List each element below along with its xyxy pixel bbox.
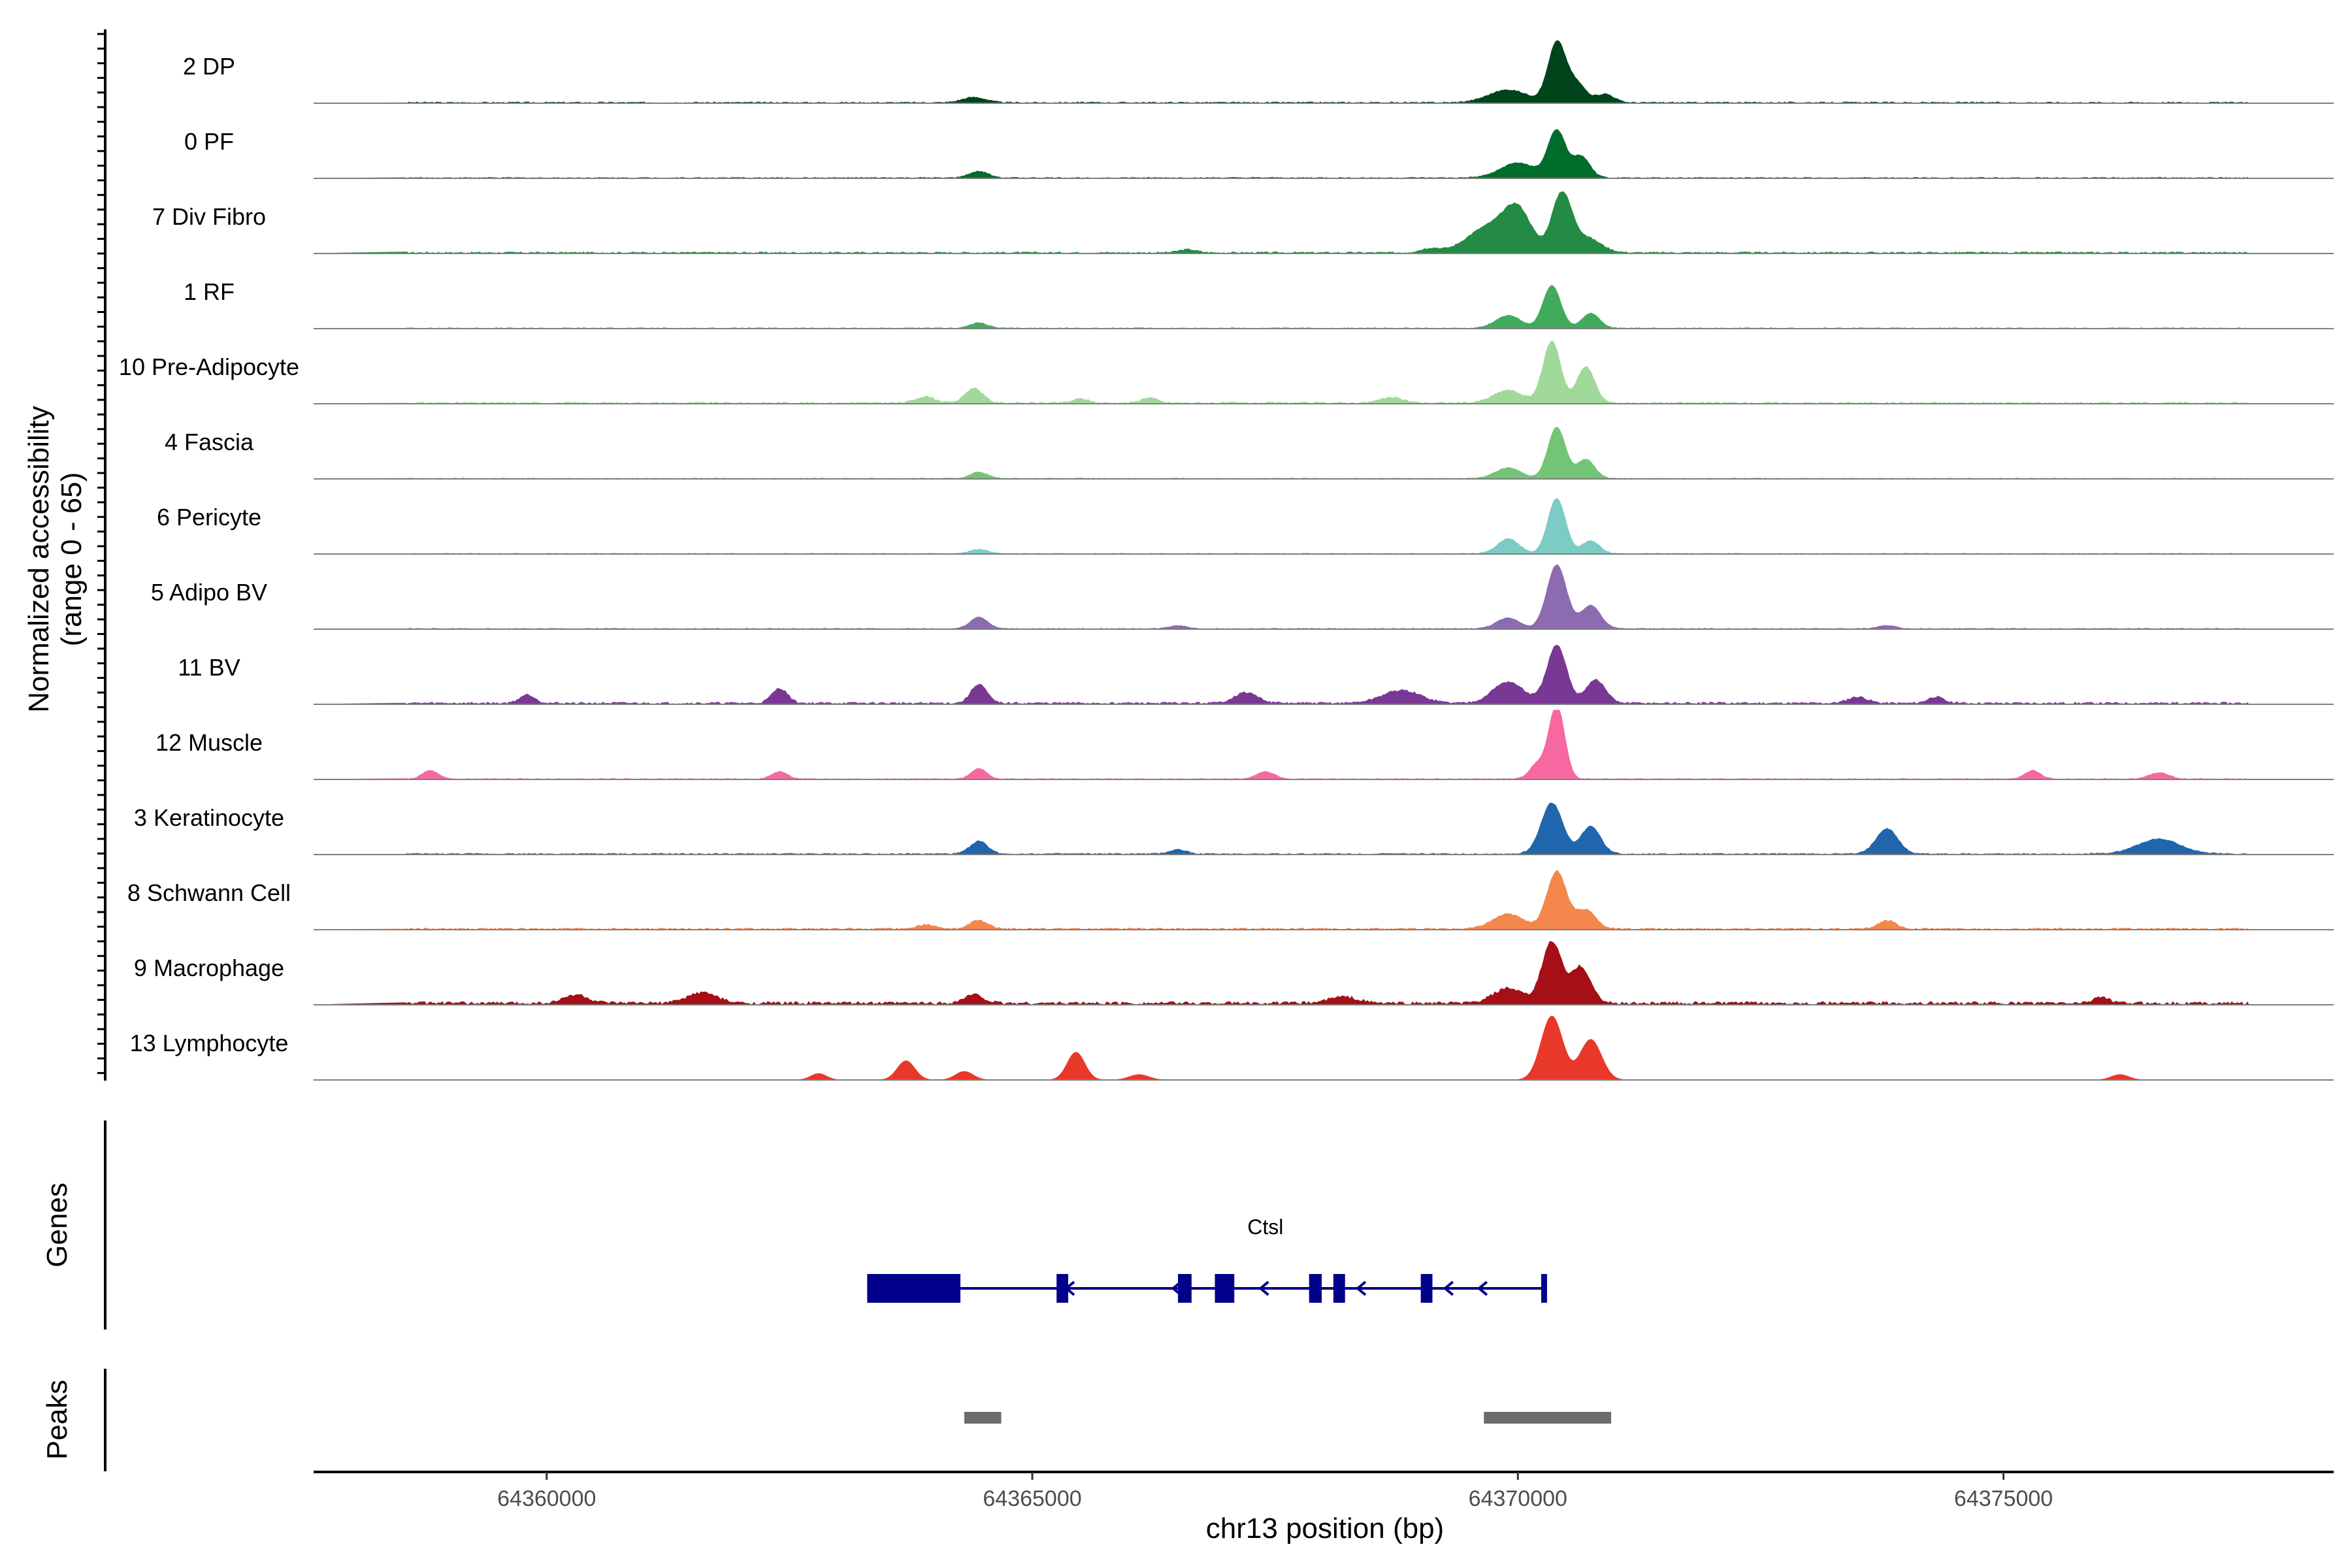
x-tick-label: 64370000: [1469, 1486, 1567, 1511]
y-axis-ticks: [97, 33, 105, 1074]
gene-exon: [867, 1274, 961, 1303]
strand-arrow: [1477, 1281, 1488, 1296]
x-tick-label: 64360000: [497, 1486, 596, 1511]
gene-exon: [1309, 1274, 1322, 1303]
track-0-pf: 0 PF: [184, 128, 2334, 179]
coverage-area: [313, 710, 2249, 780]
genes-panel-label: Genes: [41, 1183, 73, 1267]
coverage-area: [313, 802, 2249, 855]
track-6-pericyte: 6 Pericyte: [157, 498, 2334, 555]
track-label: 0 PF: [184, 128, 234, 155]
gene-exon: [1215, 1274, 1235, 1303]
x-axis-ticks: 64360000 64365000 64370000 64375000: [497, 1472, 2053, 1511]
coverage-area: [313, 564, 2249, 630]
track-12-muscle: 12 Muscle: [155, 710, 2334, 780]
track-10-pre-adipocyte: 10 Pre-Adipocyte: [119, 340, 2334, 404]
coverage-area: [314, 1015, 2249, 1081]
peak-region: [1484, 1412, 1612, 1424]
peak-regions: [964, 1412, 1612, 1424]
track-1-rf: 1 RF: [184, 278, 2334, 329]
track-label: 7 Div Fibro: [152, 203, 266, 230]
coverage-area: [313, 285, 2249, 329]
gene-exon: [1333, 1274, 1345, 1303]
gene-exon: [1420, 1274, 1433, 1303]
x-tick-label: 64365000: [983, 1486, 1081, 1511]
coverage-area: [313, 870, 2250, 930]
track-3-keratinocyte: 3 Keratinocyte: [134, 802, 2334, 855]
track-2-dp: 2 DP: [183, 40, 2334, 104]
track-5-adipo-bv: 5 Adipo BV: [151, 564, 2334, 630]
track-11-bv: 11 BV: [178, 645, 2334, 705]
y-axis-title-line1: Normalized accessibility: [23, 406, 55, 712]
track-7-div-fibro: 7 Div Fibro: [152, 191, 2334, 254]
strand-arrow: [1258, 1281, 1269, 1296]
coverage-area: [313, 941, 2249, 1005]
track-8-schwann-cell: 8 Schwann Cell: [127, 870, 2334, 930]
coverage-area: [313, 40, 2249, 104]
track-label: 11 BV: [178, 654, 240, 681]
gene-exon: [1178, 1274, 1192, 1303]
coverage-tracks: 2 DP 0 PF 7 Div Fibro 1 RF 10 Pre-Adipocyte 4…: [119, 40, 2334, 1081]
track-label: 2 DP: [183, 53, 235, 80]
strand-arrow: [1171, 1281, 1182, 1296]
x-axis-title: chr13 position (bp): [1206, 1512, 1444, 1544]
track-label: 6 Pericyte: [157, 504, 261, 531]
gene-exon: [1541, 1274, 1547, 1303]
gene-model-ctsl: [867, 1274, 1547, 1303]
coverage-area: [313, 645, 2250, 705]
track-label: 12 Muscle: [155, 729, 263, 756]
x-tick-label: 64375000: [1954, 1486, 2053, 1511]
track-label: 4 Fascia: [165, 429, 254, 455]
track-4-fascia: 4 Fascia: [165, 427, 2334, 480]
strand-arrow: [1443, 1281, 1454, 1296]
track-label: 1 RF: [184, 278, 235, 305]
coverage-area: [313, 191, 2249, 254]
coverage-area: [313, 427, 2250, 480]
coverage-area: [313, 340, 2250, 404]
coverage-area: [314, 498, 2249, 555]
coverage-area: [313, 129, 2250, 179]
peaks-panel-label: Peaks: [41, 1380, 73, 1460]
track-label: 13 Lymphocyte: [130, 1030, 289, 1056]
strand-arrow: [1355, 1281, 1367, 1296]
track-label: 8 Schwann Cell: [127, 879, 291, 906]
gene-exon: [1056, 1274, 1069, 1303]
y-axis-title-line2: (range 0 - 65): [56, 472, 88, 647]
track-label: 5 Adipo BV: [151, 579, 267, 606]
track-label: 3 Keratinocyte: [134, 804, 284, 831]
peak-region: [964, 1412, 1002, 1424]
track-label: 10 Pre-Adipocyte: [119, 353, 299, 380]
track-13-lymphocyte: 13 Lymphocyte: [130, 1015, 2334, 1081]
track-label: 9 Macrophage: [134, 955, 284, 981]
track-9-macrophage: 9 Macrophage: [134, 941, 2334, 1005]
gene-name-label: Ctsl: [1247, 1215, 1283, 1239]
strand-arrow: [1064, 1281, 1075, 1296]
